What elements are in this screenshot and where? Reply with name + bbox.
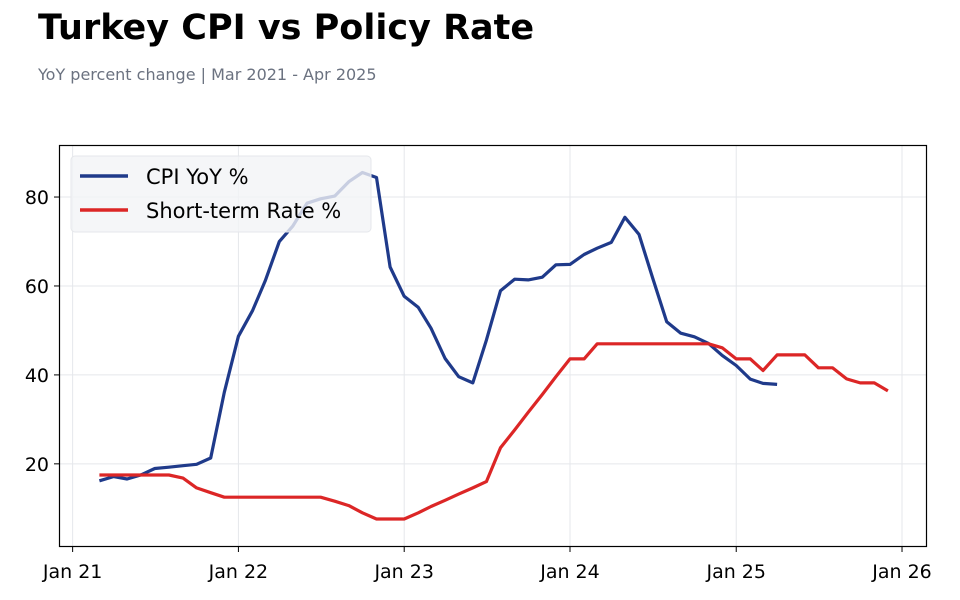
x-tick-label: Jan 25 [705,561,766,583]
x-tick-label: Jan 22 [208,561,269,583]
series-lines [98,170,889,521]
x-tick-label: Jan 23 [373,561,434,583]
series-line-cpi [98,170,778,483]
legend-box [70,155,372,233]
x-axis: Jan 21 Jan 22 Jan 23 Jan 24 Jan 25 Jan 26 [42,547,932,583]
legend: CPI YoY % Short-term Rate % [70,155,372,233]
x-tick-label: Jan 26 [871,561,932,583]
y-tick-label: 40 [25,365,49,387]
chart-subtitle: YoY percent change | Mar 2021 - Apr 2025 [38,65,377,84]
y-axis: 20 40 60 80 [25,187,59,476]
legend-label-cpi: CPI YoY % [146,165,249,189]
legend-label-rate: Short-term Rate % [146,199,341,223]
chart-title: Turkey CPI vs Policy Rate [38,8,535,48]
y-tick-label: 60 [25,276,49,298]
series-line-short-term-rate [99,342,889,521]
x-tick-label: Jan 24 [539,561,600,583]
x-tick-label: Jan 21 [42,561,103,583]
y-tick-label: 20 [25,454,49,476]
y-tick-label: 80 [25,187,49,209]
plot-frame [58,144,928,548]
